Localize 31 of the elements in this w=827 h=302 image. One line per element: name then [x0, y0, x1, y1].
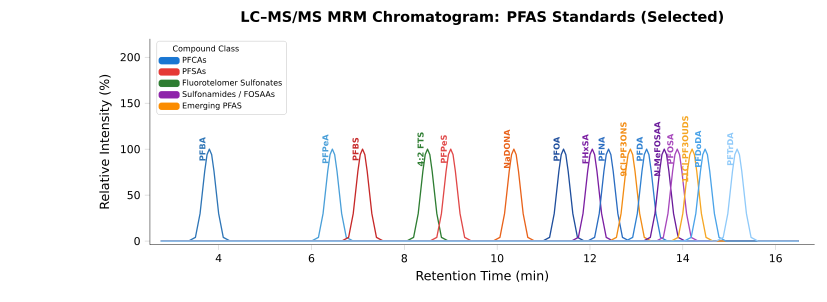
text: PFTrDA: [727, 132, 734, 166]
y-tick-label: 150: [121, 99, 140, 108]
text: NaDONA: [504, 130, 510, 168]
x-tick-label: 14: [677, 254, 690, 262]
x-tick-label: 6: [308, 254, 314, 262]
text: PFOA: [553, 137, 560, 161]
text: 4:2 FTS: [417, 132, 424, 166]
text: PFPeS: [440, 135, 447, 164]
x-tick-label: 4: [216, 254, 222, 262]
text: 9Cl-PF3ONS: [620, 122, 627, 176]
y-axis-title: Relative Intensity (%): [99, 75, 112, 209]
text: 11Cl-PF3OUDS: [682, 116, 688, 182]
x-axis-title: Retention Time (min): [416, 270, 548, 282]
text: N-MeFOSAA: [654, 122, 660, 176]
chart-title: LC–MS/MS MRM Chromatogram: PFAS Standards (Selected): [242, 11, 723, 26]
text: PFDA: [636, 136, 643, 161]
text: PFOSA: [667, 134, 674, 164]
x-tick-label: 12: [584, 254, 596, 262]
text: PFNA: [598, 136, 605, 161]
x-tick-label: 8: [402, 254, 408, 262]
text: PFDoDA: [695, 130, 702, 168]
x-tick-label: 16: [770, 254, 782, 262]
text: FHxSA: [582, 134, 588, 164]
x-tick-label: 10: [491, 254, 504, 262]
y-tick-label: 100: [121, 145, 140, 154]
text: PFPeA: [322, 134, 328, 164]
y-tick-label: 50: [128, 191, 140, 200]
y-tick-label: 200: [120, 53, 140, 62]
text: PFBA: [199, 137, 206, 161]
text: PFBS: [352, 138, 359, 160]
y-tick-label: 0: [134, 237, 140, 246]
